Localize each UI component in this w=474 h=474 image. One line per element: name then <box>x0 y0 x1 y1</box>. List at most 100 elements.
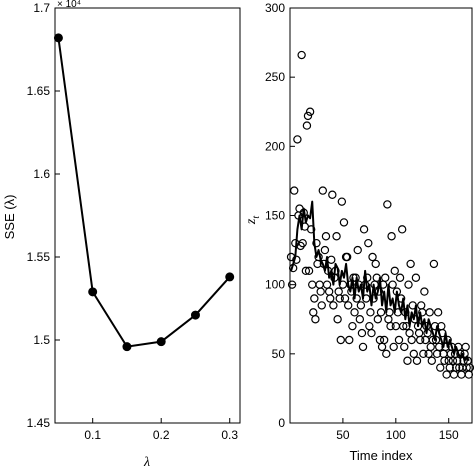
observed-point <box>425 308 434 317</box>
observed-point <box>334 287 343 296</box>
observed-point <box>287 280 297 289</box>
observed-point <box>312 238 321 248</box>
observed-point <box>396 294 406 303</box>
observed-point <box>345 335 354 345</box>
observed-point <box>322 280 332 289</box>
right-y-tick-label: 50 <box>272 347 286 361</box>
right-x-axis-label: Time index <box>349 448 413 463</box>
observed-point <box>293 135 302 144</box>
observed-point <box>373 315 383 324</box>
observed-point <box>438 328 447 338</box>
observed-point <box>427 356 436 365</box>
observed-point <box>342 252 352 262</box>
sse-point <box>88 287 98 297</box>
left-y-tick-label: 1.55 <box>27 250 51 264</box>
observed-point <box>409 349 419 359</box>
observed-point <box>426 342 435 352</box>
observed-point <box>442 370 451 379</box>
observed-point <box>406 259 415 269</box>
observed-point <box>408 301 417 310</box>
left-y-axis-label: SSE (λ) <box>2 195 17 240</box>
observed-point <box>397 225 407 234</box>
observed-point <box>317 301 326 310</box>
time-series-chart: 50 100 150 0 50 100 150 200 250 300 zt Time index <box>244 1 474 463</box>
sse-line <box>57 37 231 348</box>
left-y-tick-label: 1.6 <box>33 167 50 181</box>
left-x-tick-label: 0.2 <box>153 428 170 442</box>
observed-point <box>415 335 425 345</box>
observed-point <box>347 287 356 296</box>
observed-point <box>339 218 349 227</box>
observed-point <box>429 259 439 269</box>
right-y-tick-label: 300 <box>265 1 285 15</box>
observed-point <box>340 294 350 303</box>
observed-point <box>329 301 338 310</box>
observed-point <box>320 245 330 255</box>
observed-point <box>364 238 373 248</box>
observed-point <box>394 335 404 345</box>
observed-point <box>421 335 430 345</box>
observed-point <box>311 315 320 324</box>
observed-point <box>424 349 433 359</box>
observed-point <box>372 273 381 282</box>
observed-point <box>390 266 399 276</box>
observed-point <box>314 252 323 262</box>
observed-point <box>369 294 378 303</box>
observed-point <box>328 190 337 199</box>
right-y-axis-label-subscript: t <box>251 216 262 219</box>
observed-point <box>428 335 438 345</box>
right-y-axis-label: zt <box>244 216 262 225</box>
right-x-tick-label: 100 <box>386 428 406 442</box>
observed-point <box>405 328 414 338</box>
observed-point <box>357 328 367 338</box>
observed-point <box>443 335 452 345</box>
observed-point <box>367 328 376 338</box>
observed-point <box>301 266 311 276</box>
observed-point <box>358 342 368 352</box>
left-x-tick-label: 0.3 <box>221 428 238 442</box>
observed-point <box>388 280 397 289</box>
observed-point <box>365 321 374 331</box>
observed-point <box>332 232 341 241</box>
observed-point <box>354 280 363 289</box>
observed-point <box>400 342 409 352</box>
observed-point <box>292 255 301 264</box>
left-y-tick-label: 1.45 <box>27 416 51 430</box>
observed-point <box>303 111 313 121</box>
observed-point <box>414 328 424 338</box>
observed-point <box>465 363 474 372</box>
observed-point <box>404 280 413 289</box>
observed-point <box>318 186 328 195</box>
observed-point <box>298 238 307 248</box>
observed-point <box>306 225 316 234</box>
observed-point <box>464 370 474 379</box>
left-y-tick-label: 1.5 <box>33 333 50 347</box>
right-y-tick-label: 250 <box>265 70 285 84</box>
observed-point <box>461 342 470 352</box>
sse-lambda-chart: 0.1 0.2 0.3 1.45 1.5 1.55 1.6 1.65 1.7 × 10⁴ SSE… <box>2 0 241 470</box>
observed-point <box>423 328 432 338</box>
sse-point <box>122 342 132 352</box>
observed-point <box>305 107 315 116</box>
observed-point <box>324 287 334 296</box>
sse-point <box>156 337 166 347</box>
observed-point <box>343 301 353 310</box>
observed-point <box>410 315 420 324</box>
observed-point <box>376 308 386 317</box>
observed-point <box>399 321 408 331</box>
right-x-tick-label: 50 <box>336 428 350 442</box>
observed-point <box>431 335 441 345</box>
observed-point <box>290 186 299 195</box>
observed-point <box>350 308 359 317</box>
sse-point <box>53 33 63 43</box>
observed-point <box>352 294 361 303</box>
right-y-tick-label: 100 <box>265 278 285 292</box>
observed-point <box>383 200 392 209</box>
observed-point <box>321 232 331 241</box>
observed-point <box>353 245 362 255</box>
observed-point <box>382 349 391 359</box>
observed-point <box>363 273 372 282</box>
observed-point <box>449 370 459 379</box>
observed-point <box>326 294 335 303</box>
